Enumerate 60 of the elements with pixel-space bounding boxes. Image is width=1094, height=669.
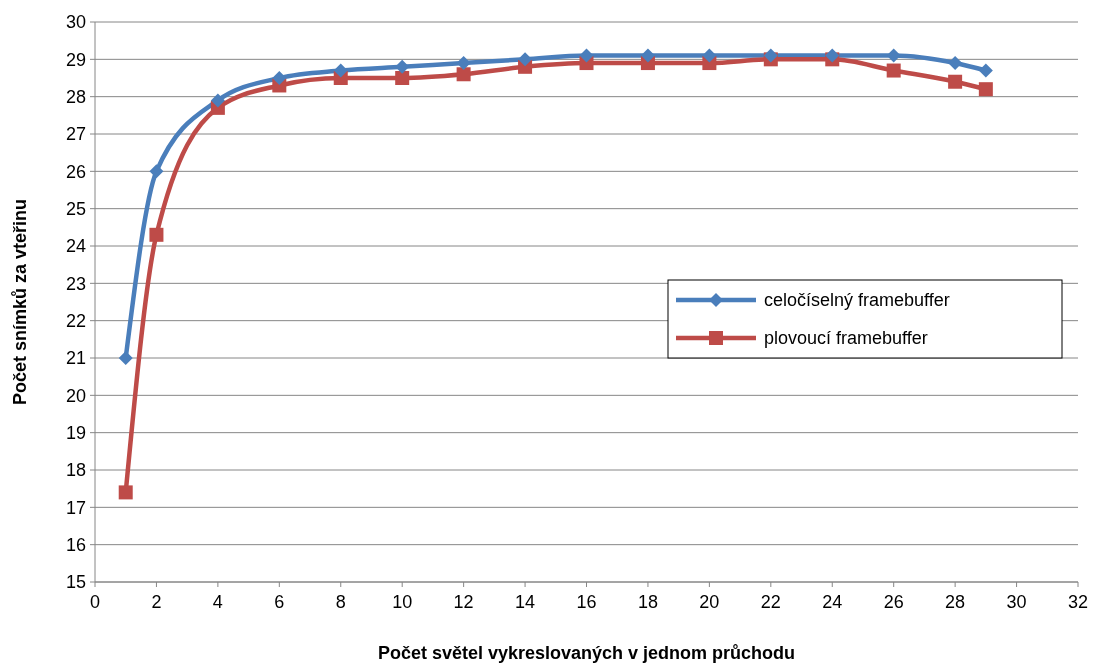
point xyxy=(395,71,410,85)
x-tick-label: 14 xyxy=(515,592,536,612)
point xyxy=(886,48,901,63)
y-tick-label: 15 xyxy=(65,572,86,593)
x-tick-label: 20 xyxy=(699,592,720,612)
x-tick-label: 28 xyxy=(945,592,966,612)
point xyxy=(825,48,840,63)
point xyxy=(149,227,164,242)
y-tick-label: 20 xyxy=(65,385,86,406)
y-tick-label: 24 xyxy=(65,236,86,257)
x-tick-label: 4 xyxy=(212,592,223,612)
x-tick-label: 0 xyxy=(89,592,101,612)
x-tick-label: 2 xyxy=(151,592,162,612)
point xyxy=(272,71,287,85)
y-tick-label: 27 xyxy=(65,124,86,145)
y-tick-label: 30 xyxy=(65,12,86,33)
legend-label: plovoucí framebuffer xyxy=(764,328,928,349)
x-tick-label: 24 xyxy=(822,592,843,612)
y-tick-label: 19 xyxy=(65,422,86,443)
y-tick-label: 17 xyxy=(65,497,86,518)
point xyxy=(702,48,717,63)
y-tick-label: 18 xyxy=(65,460,86,481)
x-tick-label: 12 xyxy=(453,592,474,612)
point xyxy=(456,56,471,71)
y-tick-label: 25 xyxy=(65,198,86,219)
y-tick-label: 26 xyxy=(65,161,86,182)
point xyxy=(333,63,348,78)
y-tick-label: 23 xyxy=(65,273,86,294)
y-tick-label: 29 xyxy=(65,49,86,70)
point xyxy=(978,82,993,97)
point xyxy=(948,74,963,89)
x-tick-label: 26 xyxy=(883,592,904,612)
point xyxy=(456,67,471,82)
y-tick-label: 22 xyxy=(65,310,86,331)
point xyxy=(118,351,133,365)
point xyxy=(518,52,533,67)
y-tick-label: 16 xyxy=(65,534,86,555)
point xyxy=(118,485,133,500)
x-tick-label: 8 xyxy=(335,592,346,612)
x-tick-label: 30 xyxy=(1006,592,1027,612)
y-tick-label: 28 xyxy=(65,86,86,107)
point xyxy=(978,63,993,78)
point xyxy=(149,164,164,179)
y-tick-label: 21 xyxy=(65,348,86,369)
point xyxy=(640,48,655,63)
x-tick-label: 6 xyxy=(274,592,285,612)
point xyxy=(395,59,410,74)
x-axis-title: Počet světel vykreslovaných v jednom průchodu xyxy=(377,643,796,663)
y-axis-title: Počet snímků za vteřinu xyxy=(10,198,30,406)
x-tick-label: 22 xyxy=(760,592,781,612)
x-tick-label: 16 xyxy=(576,592,597,612)
x-tick-label: 32 xyxy=(1067,592,1089,612)
x-tick-label: 18 xyxy=(637,592,658,612)
point xyxy=(763,48,778,63)
point xyxy=(210,93,225,108)
point xyxy=(886,63,901,78)
point xyxy=(948,56,963,71)
legend-label: celočíselný framebuffer xyxy=(764,290,950,311)
x-tick-label: 10 xyxy=(392,592,413,612)
point xyxy=(579,48,594,63)
